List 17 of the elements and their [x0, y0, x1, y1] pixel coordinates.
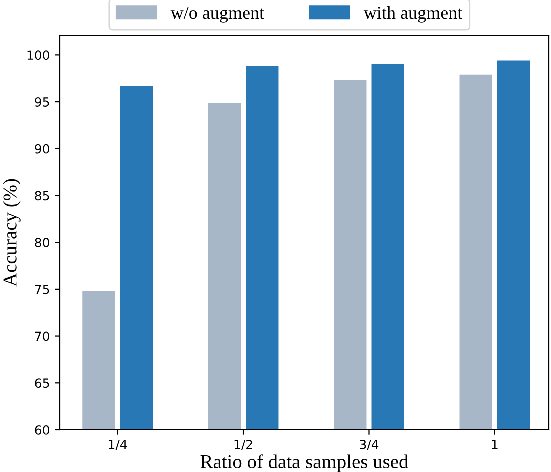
y-tick-label: 80: [35, 238, 50, 248]
y-tick-label: 75: [35, 285, 50, 294]
x-axis-title: Ratio of data samples used: [200, 454, 408, 472]
x-tick-label: 1/4: [109, 440, 128, 450]
x-tick-label: 1/2: [234, 440, 252, 450]
legend-label: with augment: [364, 6, 463, 23]
x-tick-label: 1: [492, 440, 498, 450]
y-tick-label: 95: [35, 98, 50, 107]
y-tick-label: 60: [35, 425, 50, 435]
y-tick-label: 90: [35, 144, 50, 154]
legend-label: w/o augment: [170, 7, 264, 23]
y-tick-label: 85: [35, 191, 50, 201]
y-axis-title: Accuracy (%): [3, 179, 21, 287]
x-tick-label: 3/4: [360, 440, 379, 450]
y-tick-label: 70: [35, 332, 50, 342]
y-tick-label: 100: [28, 50, 50, 60]
y-tick-label: 65: [35, 378, 50, 388]
